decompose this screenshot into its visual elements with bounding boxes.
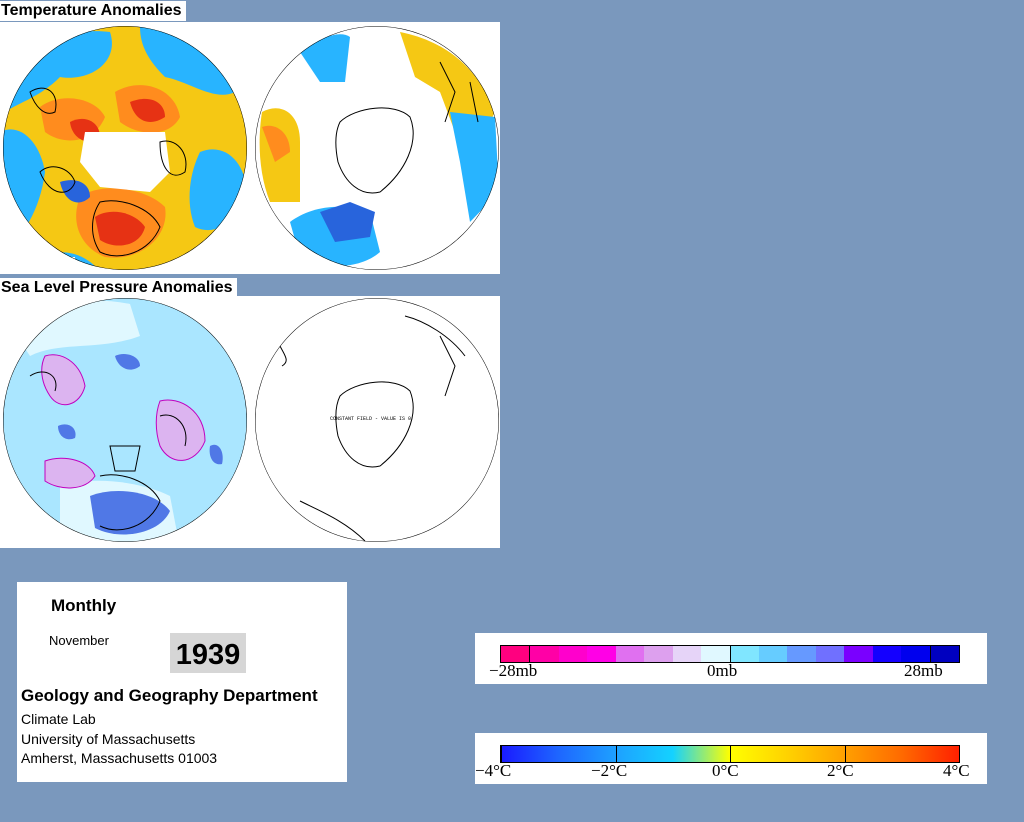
pressure-north-map	[3, 298, 247, 542]
pressure-color-bar	[500, 645, 960, 663]
period-label: Monthly	[51, 596, 117, 615]
pressure-label-zero: 0mb	[707, 661, 738, 680]
pressure-swatch	[644, 646, 673, 662]
temperature-maps-panel	[0, 22, 500, 274]
pressure-swatch	[730, 646, 759, 662]
pressure-label-max: 28mb	[904, 661, 943, 680]
pressure-swatch	[587, 646, 616, 662]
temperature-south-map	[255, 26, 499, 270]
pressure-swatch	[815, 646, 845, 662]
temperature-label-neg2: −2°C	[591, 761, 628, 780]
temperature-north-map	[3, 26, 247, 270]
pressure-label-min: −28mb	[489, 661, 538, 680]
temperature-label-zero: 0°C	[712, 761, 739, 780]
pressure-south-map	[255, 298, 499, 542]
pressure-legend: −28mb 0mb 28mb	[475, 633, 987, 684]
pressure-maps-panel: CONSTANT FIELD - VALUE IS 0	[0, 296, 500, 548]
temperature-tick	[959, 746, 960, 762]
department-label: Geology and Geography Department	[21, 686, 318, 705]
temperature-tick	[501, 746, 502, 762]
temperature-tick	[615, 746, 617, 762]
temperature-tick	[730, 746, 731, 762]
info-box: Monthly November 1939 Geology and Geogra…	[17, 582, 347, 782]
pressure-title: Sea Level Pressure Anomalies	[0, 278, 237, 298]
pressure-swatch	[615, 646, 645, 662]
university-label: University of Massachusetts	[21, 731, 196, 747]
year-label: 1939	[170, 633, 246, 673]
temperature-label-pos2: 2°C	[827, 761, 854, 780]
constant-field-note: CONSTANT FIELD - VALUE IS 0	[330, 416, 412, 422]
pressure-swatch	[844, 646, 873, 662]
pressure-swatch	[701, 646, 731, 662]
pressure-swatch	[901, 646, 931, 662]
pressure-swatch	[758, 646, 788, 662]
temperature-color-bar	[500, 745, 960, 763]
temperature-tick	[844, 746, 846, 762]
temperature-label-pos4: 4°C	[943, 761, 970, 780]
pressure-swatch	[872, 646, 902, 662]
pressure-swatch	[501, 646, 531, 662]
address-label: Amherst, Massachusetts 01003	[21, 750, 218, 766]
pressure-swatch	[672, 646, 702, 662]
temperature-label-neg4: −4°C	[475, 761, 512, 780]
pressure-swatch	[787, 646, 816, 662]
pressure-swatch	[530, 646, 559, 662]
month-label: November	[49, 633, 109, 648]
pressure-swatch	[558, 646, 588, 662]
lab-label: Climate Lab	[21, 711, 96, 727]
temperature-legend: −4°C −2°C 0°C 2°C 4°C	[475, 733, 987, 784]
temperature-title: Temperature Anomalies	[0, 1, 186, 21]
pressure-swatch	[930, 646, 959, 662]
